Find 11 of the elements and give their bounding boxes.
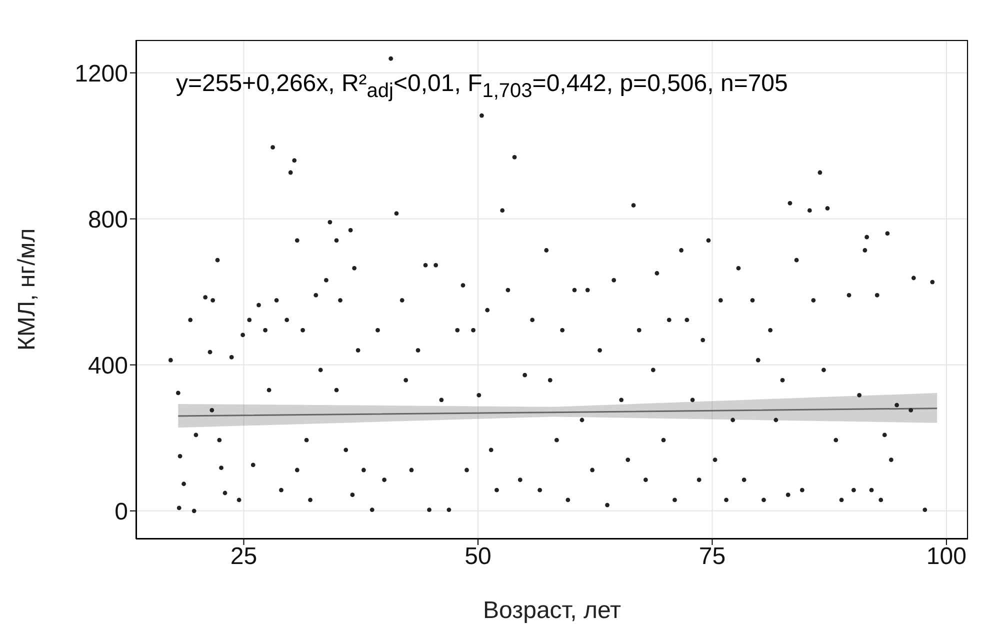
y-tick-label: 1200 (74, 60, 128, 88)
x-tick-label: 25 (230, 543, 258, 570)
y-tick-label: 800 (88, 206, 128, 234)
y-tick-label: 400 (88, 352, 128, 380)
x-tick-label: 75 (698, 543, 726, 570)
annotation: y=255+0,266x, R²$_{adj}$<0,01, F$_{1,703}$=0,442, p=0,506, n=705 (176, 70, 788, 103)
x-axis-title: Возраст, лет (483, 597, 622, 624)
x-tick-label: 50 (464, 543, 492, 570)
x-tick-label: 100 (926, 543, 966, 570)
y-tick-label: 0 (114, 498, 128, 526)
y-axis-title: КМЛ, нг/мл (14, 228, 41, 351)
